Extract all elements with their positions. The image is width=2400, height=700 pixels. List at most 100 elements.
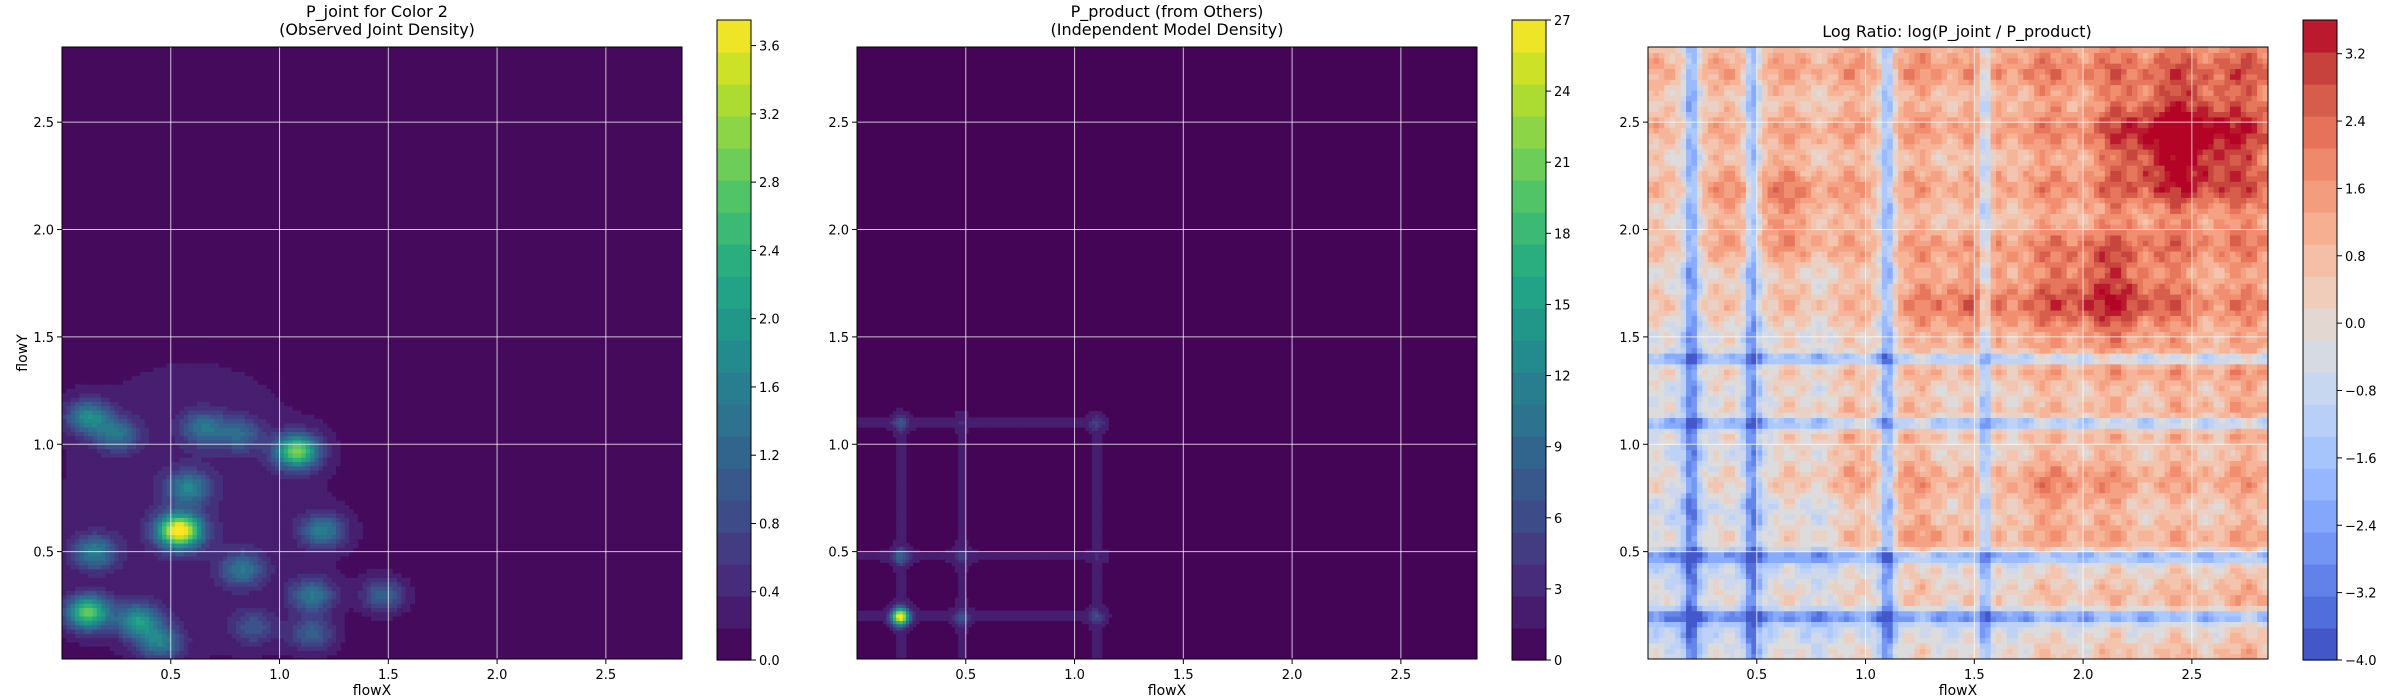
density-cell [79, 435, 85, 441]
density-cell [218, 654, 224, 659]
density-cell [122, 452, 128, 458]
density-cell [397, 581, 402, 587]
density-cell [131, 444, 137, 450]
density-cell [118, 418, 124, 424]
density-cell [131, 504, 137, 510]
density-cell [196, 470, 202, 475]
density-cell [218, 397, 224, 402]
density-cell [279, 581, 285, 587]
density-cell [323, 465, 329, 471]
density-cell [275, 616, 281, 621]
density-cell [301, 512, 307, 518]
density-cell [231, 650, 237, 656]
density-cell [292, 495, 298, 501]
density-cell [305, 470, 311, 475]
density-cell [105, 422, 111, 428]
density-cell [118, 392, 124, 398]
density-cell [279, 620, 285, 626]
density-cell [236, 435, 241, 441]
density-cell [135, 603, 141, 609]
density-cell [283, 409, 289, 415]
density-cell [899, 610, 904, 615]
density-cell [79, 581, 85, 587]
density-cell [92, 422, 98, 428]
density-cell [201, 418, 207, 424]
density-cell [222, 414, 228, 420]
density-cell [275, 525, 281, 531]
density-cell [257, 375, 263, 381]
density-cell [153, 646, 159, 652]
density-cell [183, 457, 189, 463]
density-cell [296, 590, 302, 596]
density-cell [96, 397, 102, 402]
density-cell [899, 417, 904, 422]
density-cell [170, 512, 176, 518]
density-cell [288, 564, 294, 570]
density-cell [296, 525, 302, 531]
density-cell [201, 568, 207, 574]
density-cell [896, 610, 901, 615]
density-cell [153, 560, 159, 566]
density-cell [105, 478, 111, 484]
density-cell [109, 414, 115, 420]
density-cell [109, 444, 115, 450]
density-cell [231, 590, 237, 596]
density-cell [323, 491, 329, 497]
density-cell [253, 611, 259, 617]
density-cell [366, 577, 372, 583]
density-cell [144, 457, 150, 463]
density-cell [214, 388, 220, 394]
density-cell [240, 560, 246, 566]
density-cell [249, 620, 255, 626]
density-cell [114, 646, 120, 652]
density-cell [275, 414, 281, 420]
density-cell [214, 525, 220, 531]
density-cell [257, 551, 263, 557]
density-cell [896, 539, 901, 544]
density-cell [240, 504, 246, 510]
density-cell [214, 439, 220, 445]
density-cell [127, 397, 133, 402]
density-cell [310, 633, 315, 639]
density-cell [122, 371, 128, 377]
density-cell [362, 590, 368, 596]
density-cell [188, 594, 194, 600]
density-cell [101, 620, 107, 626]
density-cell [283, 461, 289, 467]
density-cell [149, 435, 154, 441]
density-cell [301, 405, 307, 411]
density-cell [227, 354, 233, 359]
density-cell [240, 482, 246, 488]
density-cell [310, 616, 315, 621]
density-cell [192, 534, 198, 540]
density-cell [240, 409, 246, 415]
density-cell [153, 581, 159, 587]
density-cell [902, 597, 907, 602]
density-cell [196, 607, 202, 613]
density-cell [283, 478, 289, 484]
density-cell [899, 475, 904, 480]
density-cell [83, 422, 89, 428]
density-cell [305, 594, 311, 600]
density-cell [188, 577, 194, 583]
density-cell [105, 487, 111, 493]
density-cell [135, 534, 141, 540]
density-cell [122, 427, 128, 432]
density-cell [323, 452, 329, 458]
density-cell [175, 547, 181, 553]
density-cell [397, 577, 402, 583]
density-cell [292, 525, 298, 531]
density-cell [279, 444, 285, 450]
density-cell [253, 607, 259, 613]
density-cell [357, 521, 363, 527]
density-cell [357, 534, 363, 540]
density-cell [288, 594, 294, 600]
density-cell [218, 349, 224, 355]
density-cell [105, 525, 111, 531]
density-cell [314, 616, 320, 621]
density-cell [279, 512, 285, 518]
density-cell [244, 470, 250, 475]
density-cell [62, 620, 67, 626]
density-cell [275, 461, 281, 467]
density-cell [318, 521, 324, 527]
